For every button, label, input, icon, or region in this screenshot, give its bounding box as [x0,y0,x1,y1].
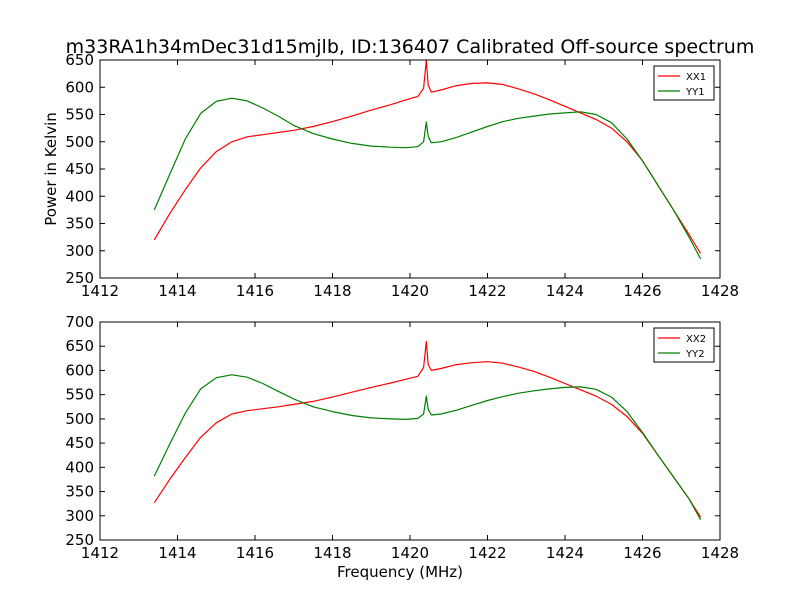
y-tick-label: 500 [65,133,94,151]
x-tick-label: 1428 [701,282,739,300]
y-tick-label: 550 [65,106,94,124]
legend-label-yy1: YY1 [685,87,705,98]
y-tick-label: 350 [65,215,94,233]
series-line-yy1 [153,97,702,260]
series-line-yy2 [153,374,702,520]
x-tick-label: 1424 [546,544,584,562]
x-tick-label: 1416 [236,544,274,562]
x-tick-label: 1420 [391,282,429,300]
legend-box [653,65,715,101]
y-tick-label: 400 [65,187,94,205]
top-panel: 1412 1414 1416 1418 1420 1422 1424 1426 1428 250 3… [42,51,739,300]
series-line-xx1 [153,59,702,254]
x-tick-label: 1426 [623,282,661,300]
y-tick-label: 650 [65,337,94,355]
legend-box [653,327,715,363]
x-axis-label: Frequency (MHz) [337,563,463,581]
x-tick-label: 1414 [158,282,196,300]
y-tick-label: 600 [65,361,94,379]
x-tick-label: 1420 [391,544,429,562]
x-tick-label: 1428 [701,544,739,562]
y-tick-label: 300 [65,507,94,525]
y-tick-label: 350 [65,483,94,501]
x-tick-label: 1418 [313,544,351,562]
legend-label-xx2: XX2 [686,334,706,345]
x-tick-label: 1416 [236,282,274,300]
x-tick-label: 1418 [313,282,351,300]
x-tick-label: 1412 [81,282,119,300]
y-tick-label: 300 [65,242,94,260]
figure-title: m33RA1h34mDec31d15mjlb, ID:136407 Calibr… [66,36,755,58]
x-tick-label: 1422 [468,544,506,562]
y-tick-label: 250 [65,531,94,549]
x-tick-label: 1414 [158,544,196,562]
x-tick-label: 1422 [468,282,506,300]
y-tick-label: 500 [65,410,94,428]
y-tick-label: 400 [65,458,94,476]
series-line-xx2 [153,340,702,518]
y-tick-label: 650 [65,51,94,69]
bottom-panel: 1412 1414 1416 1418 1420 1422 1424 1426 1428 250 3… [65,313,739,581]
y-tick-label: 450 [65,160,94,178]
y-axis-label: Power in Kelvin [42,112,60,226]
x-tick-label: 1426 [623,544,661,562]
y-tick-label: 700 [65,313,94,331]
y-tick-label: 550 [65,386,94,404]
y-tick-label: 450 [65,434,94,452]
x-tick-label: 1412 [81,544,119,562]
y-tick-label: 600 [65,78,94,96]
legend-label-xx1: XX1 [686,72,706,83]
x-tick-label: 1424 [546,282,584,300]
y-tick-label: 250 [65,269,94,287]
legend-label-yy2: YY2 [685,349,705,360]
